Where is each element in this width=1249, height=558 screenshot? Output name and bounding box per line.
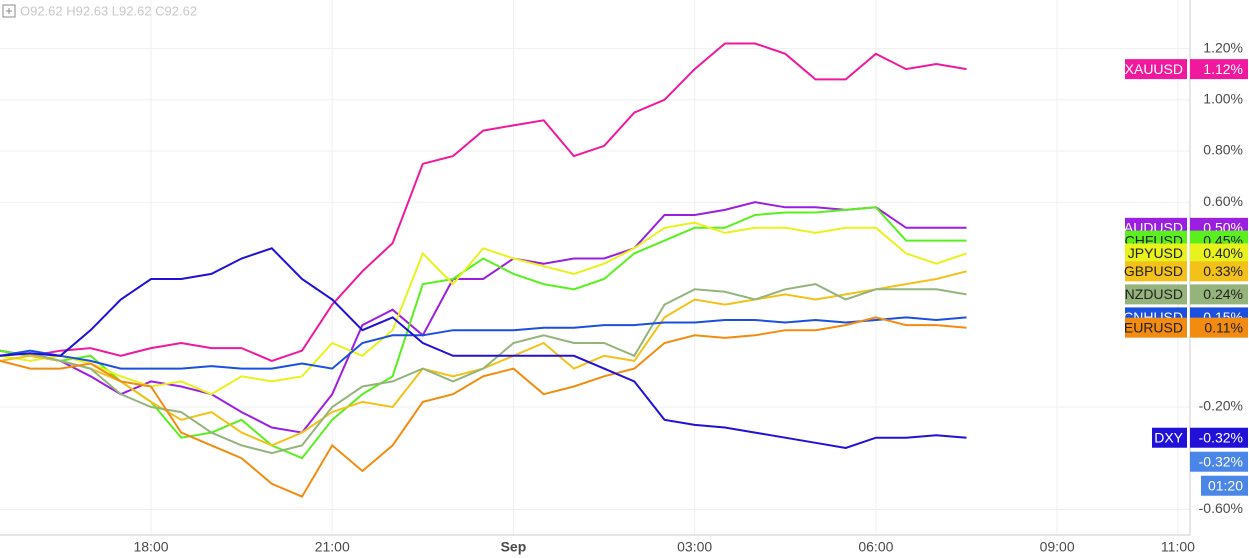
legend-name: EURUSD [1124, 319, 1183, 335]
ohlc-header: O92.62 H92.63 L92.62 C92.62 [20, 3, 197, 18]
legend-name-box [1152, 427, 1187, 448]
last-value-box [1190, 317, 1248, 338]
countdown-label: 01:20 [1208, 477, 1243, 493]
legend-name-box [1125, 284, 1187, 305]
y-tick-label: 1.20% [1203, 39, 1243, 55]
legend-name: NZDUSD [1125, 286, 1183, 302]
label-layer: XAUUSD 1.12%AUDUSD 0.50%CHFUSD 0.45%JPYUSD 0… [1123, 59, 1248, 496]
x-tick-label: 09:00 [1040, 539, 1075, 555]
y-tick-label: 0.60% [1203, 193, 1243, 209]
series-line [0, 316, 967, 498]
legend-name: GBPUSD [1124, 263, 1183, 279]
series-line [0, 316, 967, 370]
y-tick-label: -0.60% [1199, 500, 1243, 516]
legend-name: JPYUSD [1128, 245, 1183, 261]
last-value-box [1190, 243, 1248, 264]
x-tick-label: 06:00 [858, 539, 893, 555]
y-tick-label: -0.20% [1199, 398, 1243, 414]
price-label: -0.32% [1199, 453, 1243, 469]
last-value-label: 0.24% [1203, 286, 1243, 302]
x-tick-label: 21:00 [315, 539, 350, 555]
line-layer [0, 42, 967, 498]
last-value-label: -0.32% [1199, 429, 1243, 445]
last-value-box [1190, 427, 1248, 448]
legend-name-box [1125, 261, 1187, 282]
x-tick-label: 03:00 [677, 539, 712, 555]
last-value-label: 1.12% [1203, 61, 1243, 77]
last-value-box [1190, 261, 1248, 282]
x-tick-label: 11:00 [1161, 539, 1195, 555]
price-box [1190, 451, 1248, 472]
series-line [0, 42, 967, 362]
last-value-label: 0.40% [1203, 245, 1243, 261]
series-line [0, 283, 967, 455]
y-tick-label: 1.00% [1203, 91, 1243, 107]
header-icon[interactable] [2, 4, 16, 18]
legend-name: DXY [1154, 429, 1183, 445]
x-tick-label: Sep [501, 539, 527, 555]
series-line [0, 201, 967, 434]
last-value-label: 0.11% [1204, 319, 1243, 335]
x-tick-label: 18:00 [133, 539, 168, 555]
last-value-box [1190, 59, 1248, 80]
countdown-box [1201, 475, 1248, 496]
last-value-label: 0.33% [1203, 263, 1243, 279]
legend-name-box [1125, 59, 1187, 80]
legend-name: XAUUSD [1125, 61, 1183, 77]
series-line [0, 247, 967, 450]
legend-name-box [1125, 317, 1187, 338]
series-line [0, 270, 967, 447]
series-line [0, 206, 967, 460]
series-line [0, 221, 967, 396]
y-tick-label: 0.80% [1203, 142, 1243, 158]
last-value-box [1190, 284, 1248, 305]
legend-name-box [1125, 243, 1187, 264]
